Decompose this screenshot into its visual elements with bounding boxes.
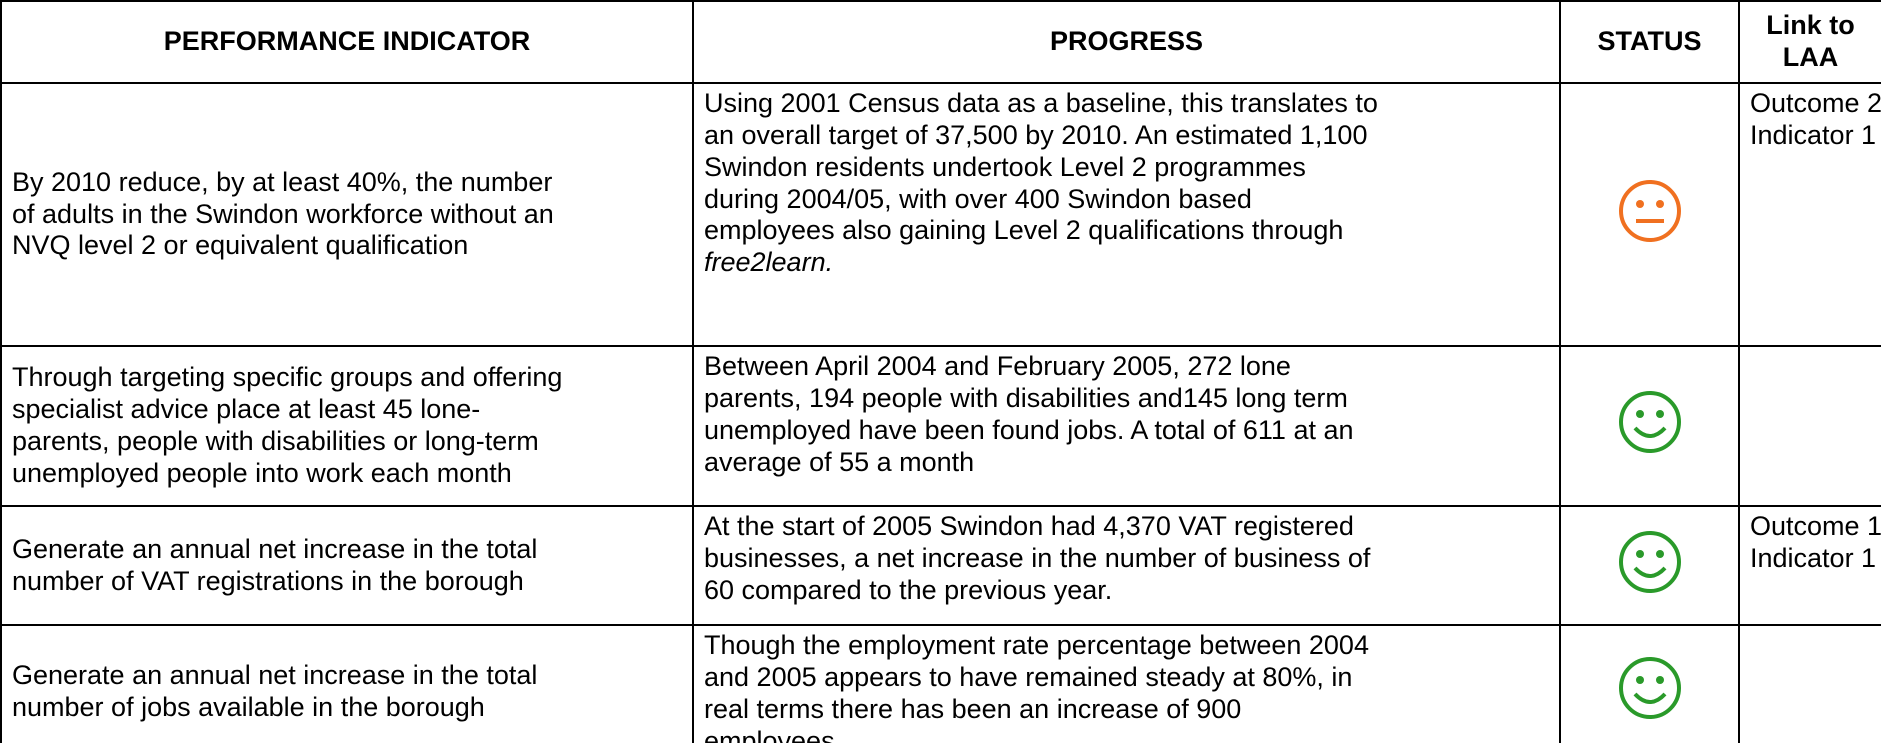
text-line: STATUS [1597,26,1702,57]
text-line: during 2004/05, with over 400 Swindon ba… [704,183,1252,214]
indicator-cell: Generate an annual net increase in the t… [0,505,694,626]
status-cell [1559,345,1740,507]
column-header: STATUS [1559,0,1740,84]
link-cell: Outcome 2 Indicator 1 [1738,82,1881,347]
text-line: of adults in the Swindon workforce witho… [12,198,554,229]
status-cell [1559,505,1740,626]
text-line: parents, 194 people with disabilities an… [704,382,1348,413]
progress-cell: Though the employment rate percentage be… [692,623,1561,743]
text-line: number of jobs available in the borough [12,691,485,722]
table-row: Generate an annual net increase in the t… [0,505,1881,626]
text-line: Outcome 1 [1750,511,1881,541]
link-cell: Outcome 1 Indicator 1 [1738,505,1881,626]
text-line: specialist advice place at least 45 lone… [12,394,481,425]
link-cell [1738,345,1881,507]
text-line: LAA [1782,42,1839,72]
text-line: an overall target of 37,500 by 2010. An … [704,119,1368,150]
text-line: 60 compared to the previous year. [704,574,1113,605]
table-row: Through targeting specific groups and of… [0,345,1881,507]
text-line: Generate an annual net increase in the t… [12,533,538,564]
status-icon [1618,530,1682,594]
indicator-cell: Generate an annual net increase in the t… [0,623,694,743]
progress-cell: Between April 2004 and February 2005, 27… [692,345,1561,507]
text-line: employees also gaining Level 2 qualifica… [704,215,1344,246]
status-icon [1618,179,1682,243]
status-icon [1618,656,1682,720]
progress-cell: Using 2001 Census data as a baseline, th… [692,82,1561,347]
text-line: parents, people with disabilities or lon… [12,426,539,456]
text-line: Between April 2004 and February 2005, 27… [704,351,1291,381]
text-line: Link to [1766,10,1855,41]
text-line: NVQ level 2 or equivalent qualification [12,230,469,261]
column-header: PROGRESS [692,0,1561,84]
status-cell [1559,82,1740,347]
indicator-cell: Through targeting specific groups and of… [0,345,694,507]
text-line: Though the employment rate percentage be… [704,630,1369,660]
text-line: Indicator 1 [1750,542,1877,573]
text-line: Swindon residents undertook Level 2 prog… [704,151,1306,182]
text-line: employees. [704,725,843,743]
text-line: free2learn. [704,247,834,278]
status-cell [1559,623,1740,743]
text-line: number of VAT registrations in the borou… [12,565,524,596]
text-line: Outcome 2 [1750,88,1881,118]
text-line: PROGRESS [1049,26,1204,57]
column-header: Link to LAA [1738,0,1881,84]
text-line: average of 55 a month [704,446,975,477]
indicator-cell: By 2010 reduce, by at least 40%, the num… [0,82,694,347]
text-line: By 2010 reduce, by at least 40%, the num… [12,166,553,197]
progress-cell: At the start of 2005 Swindon had 4,370 V… [692,505,1561,626]
text-line: businesses, a net increase in the number… [704,542,1371,573]
text-line: unemployed people into work each month [12,457,512,488]
link-cell [1738,623,1881,743]
text-line: Generate an annual net increase in the t… [12,659,538,690]
column-header: PERFORMANCE INDICATOR [0,0,694,84]
text-line: Using 2001 Census data as a baseline, th… [704,88,1378,118]
text-line: real terms there has been an increase of… [704,693,1242,724]
table-row: Generate an annual net increase in the t… [0,623,1881,743]
table-row: By 2010 reduce, by at least 40%, the num… [0,82,1881,347]
text-line: unemployed have been found jobs. A total… [704,414,1354,445]
text-line: and 2005 appears to have remained steady… [704,661,1353,692]
text-line: At the start of 2005 Swindon had 4,370 V… [704,511,1354,541]
header-row: PERFORMANCE INDICATOR PROGRESS STATUS Link … [0,0,1881,84]
text-line: PERFORMANCE INDICATOR [163,26,531,57]
text-line: Indicator 1 [1750,119,1877,150]
text-line: Through targeting specific groups and of… [12,362,563,393]
status-icon [1618,390,1682,454]
